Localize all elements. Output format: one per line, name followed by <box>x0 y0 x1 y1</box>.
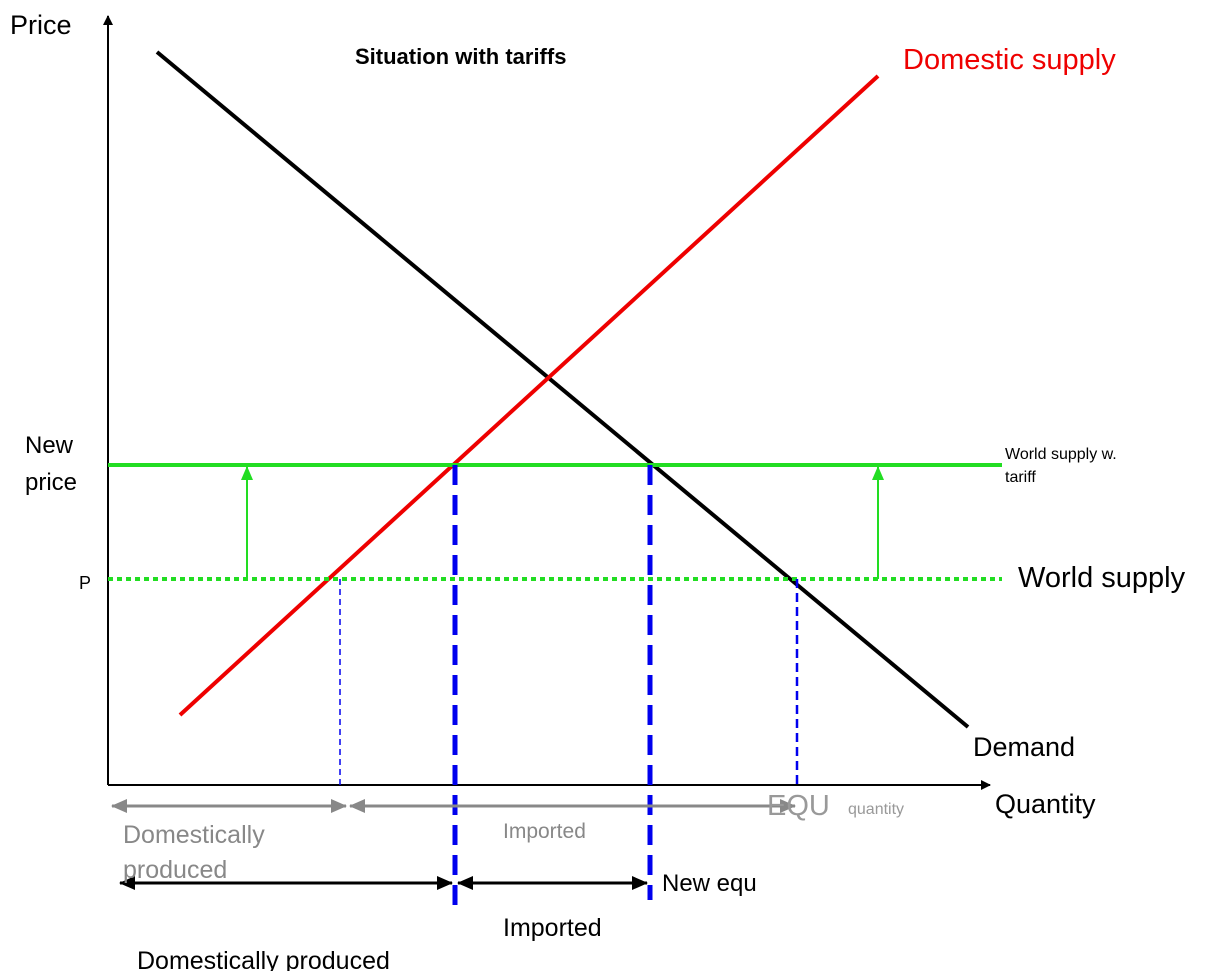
range-label: produced <box>123 856 227 884</box>
y-axis-label: Price <box>10 10 72 40</box>
equ-sub-label: quantity <box>848 801 904 818</box>
line-label: World supply <box>1018 562 1186 594</box>
range-label: Imported <box>503 914 602 942</box>
level-label: P <box>79 573 91 593</box>
line-label: tariff <box>1005 469 1036 486</box>
equ-label: EQU <box>767 790 830 822</box>
range-label: Domestically <box>123 821 265 849</box>
domestic-supply-curve <box>178 74 880 717</box>
range-label: Domestically produced <box>137 947 390 971</box>
curve-label: Domestic supply <box>903 44 1116 76</box>
line-label: World supply w. <box>1005 446 1117 463</box>
demand-curve <box>155 50 970 729</box>
equ-label: New equ <box>662 870 757 897</box>
curve-label: Demand <box>973 732 1075 762</box>
level-label: price <box>25 469 77 496</box>
title: Situation with tariffs <box>355 44 566 69</box>
x-axis-label: Quantity <box>995 789 1096 819</box>
level-label: New <box>25 432 74 459</box>
range-label: Imported <box>503 820 586 843</box>
